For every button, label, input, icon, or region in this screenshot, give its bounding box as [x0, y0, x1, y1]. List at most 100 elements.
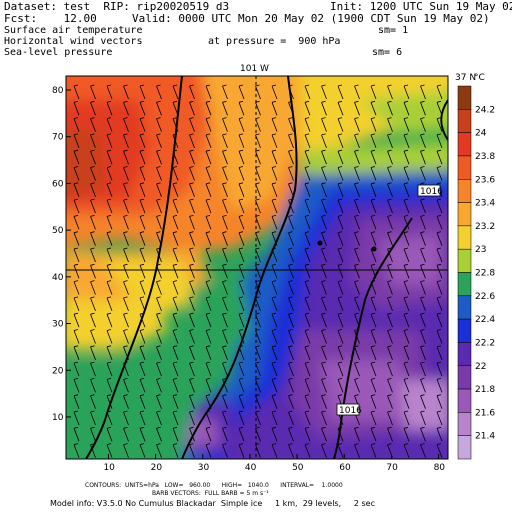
- wind-barb: [321, 394, 327, 409]
- wind-barb: [90, 198, 96, 214]
- wind-barb: [172, 345, 179, 360]
- wind-barb: [156, 361, 162, 377]
- wind-barb: [370, 361, 377, 377]
- colorbar-label: 21.8: [475, 385, 495, 395]
- forecast-hour: Fcst: 12.00: [4, 12, 97, 25]
- wind-barb: [156, 312, 162, 328]
- wind-barb: [156, 443, 162, 458]
- colorbar-label: 23.6: [475, 175, 495, 185]
- wind-barb: [337, 247, 344, 263]
- wind-barb: [156, 280, 162, 295]
- wind-barb: [205, 133, 212, 149]
- wind-barb: [73, 378, 80, 393]
- wind-barb: [172, 426, 179, 442]
- wind-barb: [172, 443, 179, 458]
- wind-barb: [436, 215, 443, 230]
- wind-barb: [436, 247, 443, 263]
- wind-barb: [337, 231, 344, 246]
- wind-barb: [271, 312, 278, 328]
- wind-barb: [189, 280, 195, 295]
- wind-barb: [255, 426, 261, 442]
- wind-barb: [156, 149, 162, 165]
- wind-barb: [387, 100, 393, 116]
- wind-barb: [172, 84, 179, 100]
- wind-barb: [321, 345, 327, 360]
- wind-barb: [73, 296, 80, 312]
- wind-barb: [271, 443, 278, 458]
- wind-barb: [205, 84, 212, 100]
- wind-barb: [238, 378, 245, 393]
- wind-barb: [420, 247, 426, 263]
- wind-barb: [436, 410, 443, 426]
- wind-barb: [189, 345, 195, 360]
- wind-barb: [238, 394, 245, 409]
- wind-barb: [189, 117, 195, 132]
- wind-barb: [420, 443, 426, 458]
- wind-barb: [156, 84, 162, 100]
- wind-barb: [222, 182, 228, 197]
- x-tick-label: 70: [386, 463, 398, 473]
- wind-barb: [271, 198, 278, 214]
- x-tick-label: 40: [245, 463, 257, 473]
- wind-barb: [205, 149, 212, 165]
- wind-barb: [189, 231, 195, 246]
- wind-barb: [337, 149, 344, 165]
- wind-barb: [123, 394, 129, 409]
- wind-barb: [205, 296, 212, 312]
- wind-barb: [354, 280, 360, 295]
- wind-barb: [123, 231, 129, 246]
- wind-barb: [436, 312, 443, 328]
- wind-barb: [304, 378, 311, 393]
- wind-barb: [205, 280, 212, 295]
- wind-barb: [403, 166, 410, 181]
- wind-barb: [288, 312, 294, 328]
- wind-barb: [139, 426, 146, 442]
- wind-barb: [106, 443, 113, 458]
- lon-label: 101 W: [240, 64, 269, 74]
- wind-barb: [370, 329, 377, 344]
- colorbar-label: 22: [475, 362, 486, 372]
- wind-barb: [420, 378, 426, 393]
- wind-barb: [271, 263, 278, 279]
- wind-barb: [403, 149, 410, 165]
- wind-barb: [337, 198, 344, 214]
- wind-barb: [172, 312, 179, 328]
- wind-barb: [189, 394, 195, 409]
- colorbar-label: 23: [475, 245, 486, 255]
- colorbar-swatch: [457, 435, 472, 460]
- wind-barb: [403, 378, 410, 393]
- wind-barb: [370, 345, 377, 360]
- wind-barb: [387, 231, 393, 246]
- wind-barb: [139, 361, 146, 377]
- wind-barb: [420, 329, 426, 344]
- wind-barb: [139, 100, 146, 116]
- wind-barb: [436, 117, 443, 132]
- wind-barb: [238, 100, 245, 116]
- wind-barb: [271, 182, 278, 197]
- y-tick-label: 20: [52, 366, 64, 376]
- wind-barb: [205, 198, 212, 214]
- wind-barb: [403, 312, 410, 328]
- wind-barb: [321, 182, 327, 197]
- wind-barb: [73, 312, 80, 328]
- wind-barb: [90, 149, 96, 165]
- wind-barb: [436, 149, 443, 165]
- wind-barb: [337, 345, 344, 360]
- wind-barb: [222, 394, 228, 409]
- wind-barb: [321, 166, 327, 181]
- wind-barb: [304, 443, 311, 458]
- isobar-2: [181, 76, 298, 459]
- wind-barb: [304, 149, 311, 165]
- wind-barb: [205, 117, 212, 132]
- wind-barb: [337, 280, 344, 295]
- wind-barb: [123, 296, 129, 312]
- wind-barb: [238, 410, 245, 426]
- wind-barb: [271, 100, 278, 116]
- wind-barb: [73, 280, 80, 295]
- wind-barb: [172, 198, 179, 214]
- wind-barb: [222, 100, 228, 116]
- wind-barb: [321, 378, 327, 393]
- wind-barb: [139, 345, 146, 360]
- wind-barb: [288, 329, 294, 344]
- y-axis: 10 20 30 40 50 60 70 80: [52, 86, 71, 423]
